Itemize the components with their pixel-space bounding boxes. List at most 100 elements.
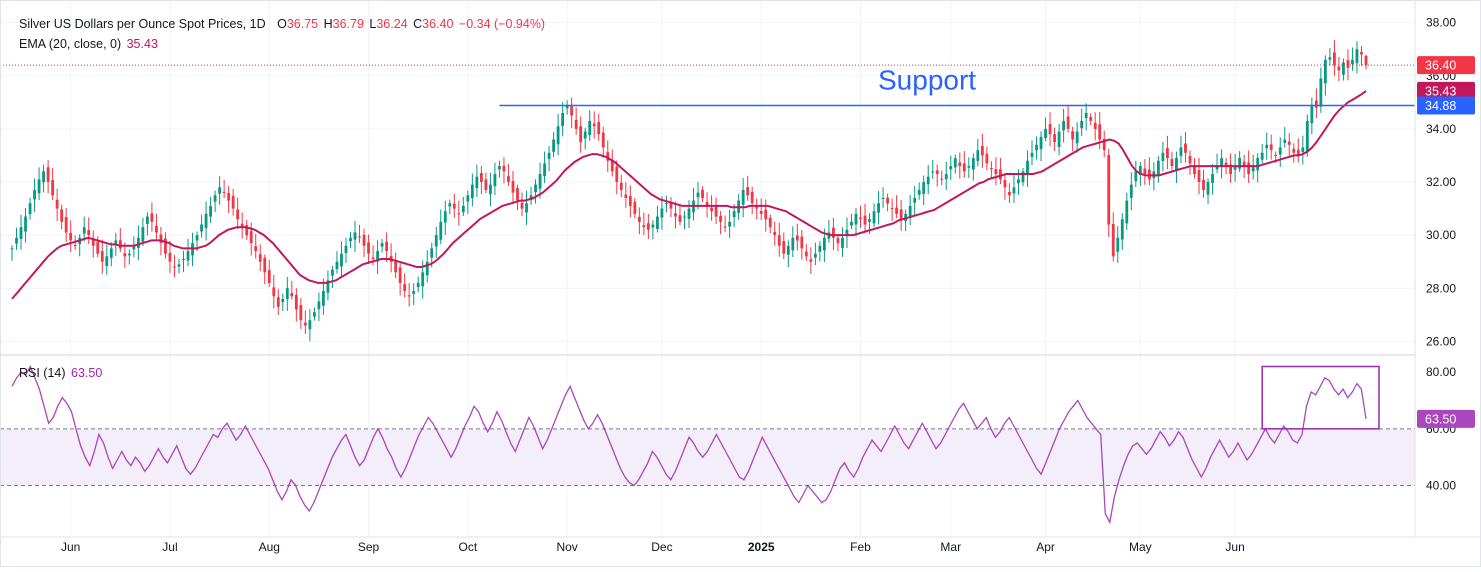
candle [317, 292, 321, 322]
candle [385, 232, 389, 262]
candle-body [100, 251, 104, 262]
candle-body [1093, 122, 1097, 129]
candle [832, 218, 835, 251]
candle [597, 113, 601, 141]
rsi-value-tag-bg [1417, 409, 1475, 428]
candle-body [529, 195, 533, 201]
candle [1044, 117, 1047, 142]
candle-body [1179, 147, 1183, 156]
candle-body [619, 182, 623, 190]
candle [1184, 132, 1187, 163]
candle-body [660, 208, 664, 218]
candle-body [344, 245, 348, 254]
candle-body [254, 246, 258, 252]
candle [944, 161, 948, 191]
candle-body [1260, 152, 1264, 160]
candle-body [728, 221, 732, 227]
candle [78, 234, 82, 257]
candle-body [443, 211, 447, 223]
support-price-tag-text: 34.88 [1425, 99, 1456, 113]
candle-body [308, 320, 312, 330]
candle [1075, 122, 1079, 153]
candle-body [1026, 160, 1029, 175]
candle [475, 164, 479, 197]
candle-body [349, 237, 352, 242]
candle [10, 245, 14, 261]
candle-body [845, 229, 849, 237]
candle-body [1265, 144, 1269, 149]
candle-body [1351, 59, 1354, 65]
candle [1360, 46, 1363, 66]
candle-body [800, 236, 804, 249]
candle-body [1035, 144, 1038, 151]
candle-body [118, 240, 122, 249]
candle [1206, 178, 1210, 204]
candle-body [1278, 147, 1282, 155]
candle-body [588, 120, 592, 136]
time-tick-label: 2025 [748, 540, 775, 554]
candle [791, 226, 795, 258]
candle-body [750, 191, 754, 204]
candle-body [425, 261, 429, 276]
candle-body [538, 174, 542, 189]
candle [971, 153, 975, 181]
candle-body [299, 305, 303, 321]
candle [1111, 212, 1115, 262]
candle [746, 175, 750, 201]
candle-body [601, 132, 605, 148]
candle [37, 167, 41, 201]
candle [665, 195, 668, 213]
candle [917, 182, 921, 200]
rsi-tick-label: 80.00 [1426, 365, 1456, 379]
candle-body [1233, 166, 1237, 170]
candle-body [1206, 182, 1210, 195]
candle-body [579, 126, 583, 143]
candle [525, 190, 528, 225]
candle [331, 265, 334, 288]
candle [1269, 134, 1273, 160]
candle [416, 276, 420, 293]
candle-body [177, 264, 181, 267]
candle-body [222, 191, 226, 193]
candle [434, 226, 438, 258]
legend-rsi-row: RSI (14) 63.50 [19, 366, 104, 380]
candle-body [813, 253, 817, 258]
candle [1301, 135, 1305, 165]
candle-body [633, 201, 637, 214]
candle-body [525, 203, 528, 213]
candle [340, 241, 343, 278]
candle-body [1156, 160, 1160, 177]
candle-body [1048, 124, 1052, 135]
candle [91, 230, 95, 258]
candle [777, 222, 781, 257]
candle-body [723, 226, 727, 228]
candle [258, 244, 262, 272]
candle [962, 151, 966, 178]
candle-body [281, 298, 285, 303]
candle [719, 211, 722, 235]
candle [601, 126, 605, 158]
candle-body [10, 248, 14, 250]
candle [980, 133, 984, 168]
candle [15, 227, 18, 250]
candle-body [534, 184, 537, 193]
candle-body [1175, 158, 1178, 171]
candle-body [1360, 52, 1363, 55]
candle [1062, 108, 1066, 143]
candle [186, 238, 190, 267]
candle [1008, 183, 1011, 203]
candle [886, 193, 889, 212]
candle-body [1044, 128, 1047, 139]
candle-body [91, 238, 95, 246]
candle [64, 208, 68, 243]
candle-body [394, 261, 398, 273]
time-tick-label: Jun [61, 540, 80, 554]
candle [439, 209, 443, 245]
candle-body [1202, 179, 1205, 190]
candle-body [209, 205, 212, 217]
candle [1296, 138, 1300, 163]
candle-body [917, 189, 921, 195]
candle [1021, 167, 1025, 187]
candle [1229, 153, 1232, 183]
candle-body [1075, 131, 1079, 144]
